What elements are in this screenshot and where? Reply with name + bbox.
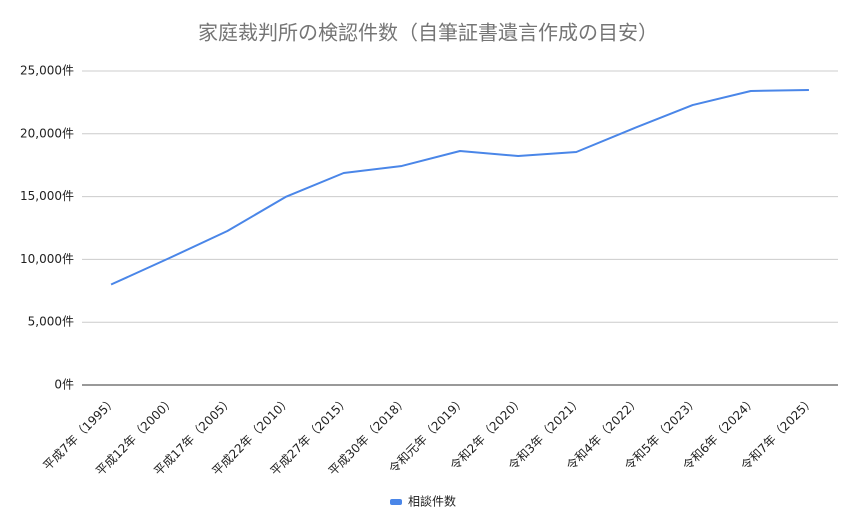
y-tick-label: 25,000件	[20, 64, 74, 78]
line	[110, 88, 809, 286]
y-tick-label: 15,000件	[20, 189, 74, 203]
y-tick-label: 5,000件	[28, 315, 74, 329]
legend-label: 相談件数	[408, 494, 456, 509]
y-tick-label: 0件	[54, 378, 74, 392]
y-tick-label: 10,000件	[20, 252, 74, 266]
chart-title: 家庭裁判所の検認件数（自筆証書遺言作成の目安）	[198, 21, 658, 45]
legend-swatch	[390, 499, 402, 505]
y-tick-label: 20,000件	[20, 126, 74, 140]
